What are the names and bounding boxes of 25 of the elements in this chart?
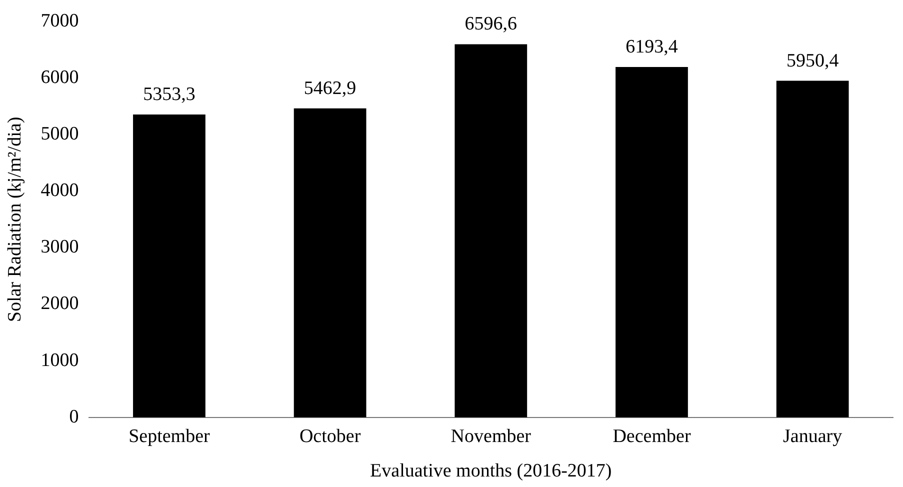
data-label: 5353,3 [143, 84, 196, 106]
x-tick-label: November [450, 426, 532, 447]
y-tick-label: 0 [69, 406, 79, 428]
bar [294, 108, 366, 418]
bar [454, 44, 528, 418]
data-label: 6596,6 [464, 14, 518, 35]
data-label: 5462,9 [304, 78, 356, 99]
y-tick-label: 1000 [40, 350, 79, 371]
data-label: 5950,4 [786, 50, 840, 72]
bar [616, 67, 688, 418]
x-axis-title: Evaluative months (2016-2017) [370, 460, 612, 482]
x-tick-label: October [299, 426, 362, 447]
y-tick-label: 7000 [40, 10, 79, 32]
bar [776, 80, 849, 418]
x-tick-label: January [783, 426, 843, 447]
data-label: 6193,4 [626, 36, 678, 58]
y-tick-label: 5000 [40, 124, 79, 145]
y-axis-title: Solar Radiation (kj/m²/dia) [4, 116, 26, 322]
y-tick-label: 6000 [40, 66, 79, 88]
x-tick-label: September [128, 426, 211, 447]
bar [133, 114, 206, 418]
y-tick-label: 4000 [40, 180, 79, 202]
x-tick-label: December [612, 426, 692, 447]
y-tick-label: 2000 [40, 293, 79, 314]
y-tick-label: 3000 [40, 236, 79, 258]
